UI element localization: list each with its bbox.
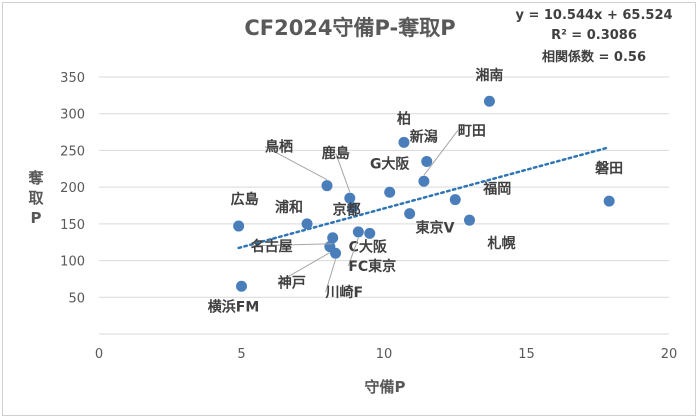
data-point <box>464 214 475 226</box>
data-point <box>364 227 376 239</box>
y-tick-label: 350 <box>60 71 85 86</box>
data-point <box>327 232 339 244</box>
data-point <box>603 195 615 207</box>
x-tick-label: 15 <box>518 347 535 362</box>
y-tick-label: 50 <box>68 291 85 306</box>
x-tick-label: 20 <box>661 347 678 362</box>
data-point-label: 鳥栖 <box>265 139 293 156</box>
trendline-r2: R² = 0.3086 <box>551 28 637 43</box>
label-leader-line <box>335 152 351 193</box>
data-point-label: 神戸 <box>278 275 306 292</box>
x-tick-label: 0 <box>95 347 103 362</box>
chart-title: CF2024守備P-奪取P <box>244 16 455 40</box>
data-point-label: 名古屋 <box>251 238 293 255</box>
y-axis-title: 奪取 P <box>27 169 44 227</box>
data-point-label: G大阪 <box>370 155 410 172</box>
correlation-coefficient: 相関係数 = 0.56 <box>542 49 646 65</box>
data-point-label: 京都 <box>333 202 361 219</box>
data-point-label: 東京V <box>416 220 455 237</box>
data-point <box>421 155 433 167</box>
data-point-label: FC東京 <box>348 258 396 275</box>
data-point <box>344 192 356 204</box>
data-point-label: 柏 <box>397 110 411 127</box>
data-point <box>321 180 333 192</box>
data-point-label: 横浜FM <box>208 298 260 315</box>
label-leader-line <box>250 243 333 247</box>
data-point <box>384 186 396 198</box>
data-point-label: 川崎F <box>325 284 364 301</box>
data-point-label: 新潟 <box>410 128 438 145</box>
data-point <box>301 218 313 230</box>
label-leader-line <box>347 237 359 267</box>
data-point-label: 町田 <box>458 123 486 139</box>
data-point-label: 磐田 <box>594 160 623 177</box>
axis-ticks: 50 100 150 200 250 300 350 0 5 10 15 20 <box>60 71 677 362</box>
data-point-label: 広島 <box>231 191 259 208</box>
data-point-label: 福岡 <box>482 181 511 198</box>
data-point <box>483 95 495 107</box>
data-point-label: C大阪 <box>349 238 388 255</box>
data-point <box>352 226 364 238</box>
data-point <box>418 175 430 187</box>
y-tick-label: 100 <box>60 255 85 270</box>
y-tick-label: 150 <box>60 218 85 233</box>
gridlines <box>99 76 669 335</box>
data-point <box>404 208 416 220</box>
y-tick-label: 200 <box>60 181 85 196</box>
trendline-equation: y = 10.544x + 65.524 <box>515 8 672 23</box>
x-axis-title: 守備P <box>365 378 406 396</box>
label-leader-line <box>325 259 337 293</box>
data-point <box>398 136 410 148</box>
data-point-label: 浦和 <box>275 199 303 216</box>
data-points <box>233 95 615 292</box>
data-point <box>233 220 245 232</box>
label-leader-line <box>264 146 328 181</box>
trendline-group <box>237 146 611 250</box>
x-tick-label: 10 <box>376 347 393 362</box>
data-point-label: 鹿島 <box>321 145 350 162</box>
y-tick-label: 250 <box>60 144 85 159</box>
data-point-label: 湘南 <box>475 67 503 84</box>
x-tick-label: 5 <box>237 347 245 362</box>
label-leader-line <box>423 129 459 176</box>
data-point <box>236 280 247 292</box>
data-point <box>347 202 359 214</box>
label-leader-line <box>277 252 331 284</box>
chart-frame: 湘南柏新潟 町田福岡 磐田 鹿島 鳥栖 G大阪京都 広島 浦和東京V 札幌 C大阪 名古屋神戸川崎F… <box>2 2 696 416</box>
data-point-label: 札幌 <box>487 235 516 252</box>
data-point <box>449 194 461 206</box>
y-tick-label: 300 <box>60 108 85 123</box>
trendline <box>237 146 611 250</box>
data-point <box>330 247 342 259</box>
